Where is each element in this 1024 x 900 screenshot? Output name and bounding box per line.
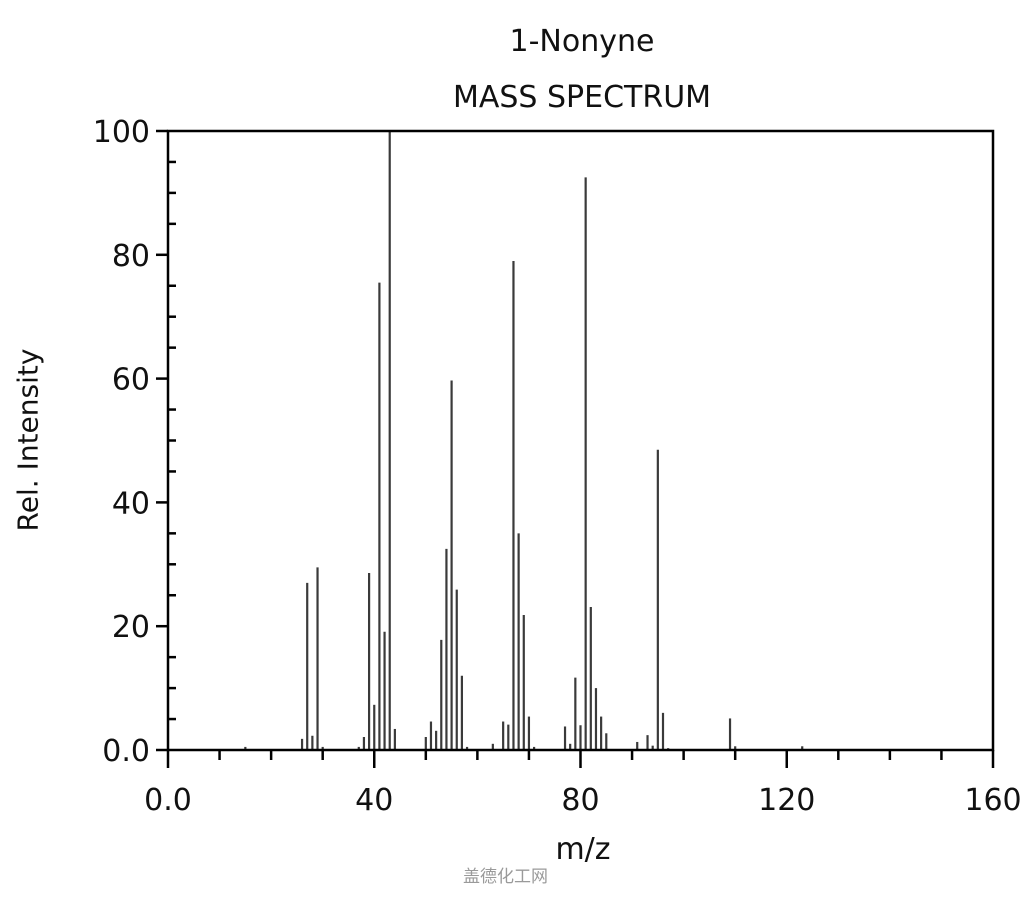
plot-frame <box>166 129 995 752</box>
x-tick-label: 80 <box>561 783 599 818</box>
watermark: 盖德化工网 <box>463 867 548 887</box>
chart-title: 1-Nonyne <box>509 24 655 59</box>
x-axis-label: m/z <box>555 832 611 867</box>
x-tick-label: 160 <box>964 783 1021 818</box>
y-tick-label: 100 <box>93 115 150 150</box>
y-tick-label: 0.0 <box>102 734 150 769</box>
x-tick-label: 0.0 <box>144 783 192 818</box>
x-tick-label: 40 <box>355 783 393 818</box>
chart-subtitle: MASS SPECTRUM <box>452 80 712 115</box>
x-tick-label: 120 <box>758 783 815 818</box>
spectrum-bars <box>244 131 804 750</box>
plot-axes <box>166 129 995 752</box>
y-tick-label: 20 <box>112 610 150 645</box>
y-tick-label: 60 <box>112 363 150 398</box>
tick-labels: 0.0 40 80 120 160 0.0 20 40 60 80 100 <box>93 115 1022 818</box>
y-tick-label: 80 <box>112 239 150 274</box>
axis-ticks <box>156 129 995 768</box>
y-tick-label: 40 <box>112 486 150 521</box>
